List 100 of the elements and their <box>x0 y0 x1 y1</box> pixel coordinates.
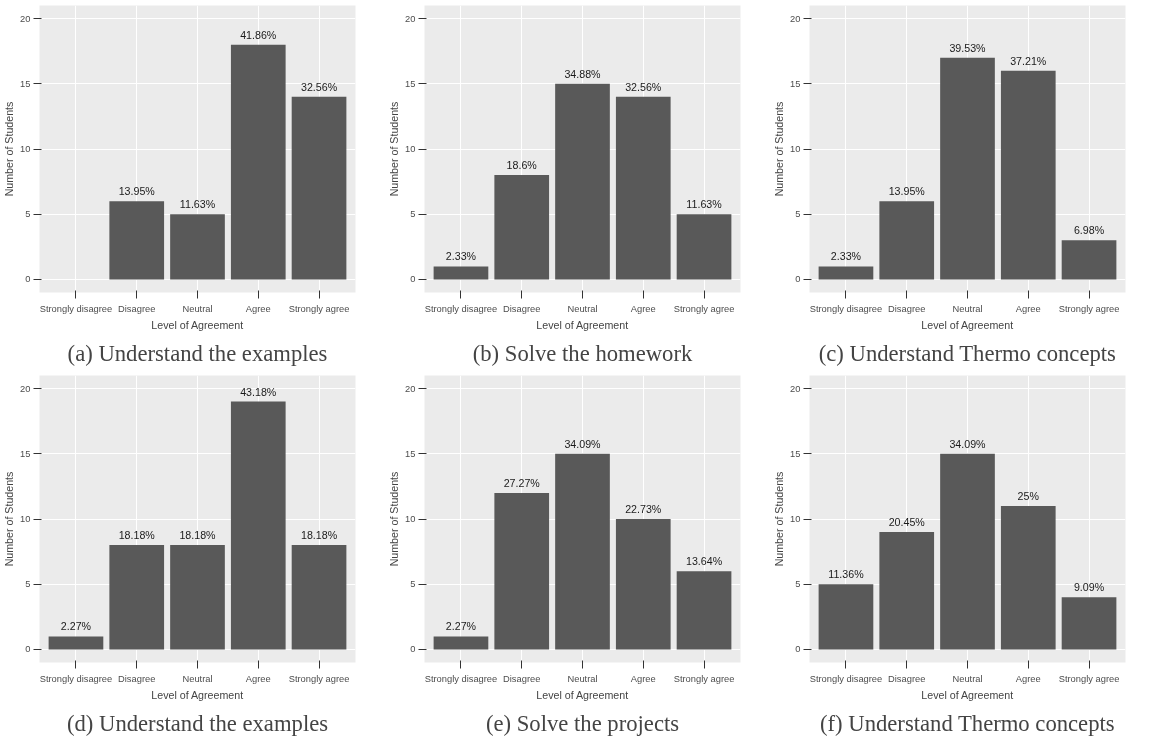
annotation: 2.27% <box>60 620 92 633</box>
annotation: 32.56% <box>300 80 338 93</box>
x-tick-label: Agree <box>630 673 656 684</box>
bar <box>555 83 610 280</box>
bar <box>1061 240 1117 280</box>
x-tick-label: Disagree <box>888 303 926 314</box>
x-tick-label: Disagree <box>888 673 926 684</box>
x-axis-title: Level of Agreement <box>536 688 629 701</box>
bar <box>109 201 165 280</box>
y-tick-label: 15 <box>405 448 416 459</box>
text: (a) Understand the examples <box>67 340 328 366</box>
y-tick-label: 15 <box>20 78 31 89</box>
bar <box>170 214 225 280</box>
y-tick-label: 5 <box>795 579 801 590</box>
annotation: 25% <box>1017 489 1040 502</box>
x-tick-label: Agree <box>1015 673 1041 684</box>
x-axis-title: Level of Agreement <box>921 688 1014 701</box>
x-tick-label: Strongly agree <box>673 673 735 684</box>
x-axis-title: Level of Agreement <box>151 318 244 331</box>
x-tick-label: Strongly agree <box>288 303 350 314</box>
x-tick-label: Strongly disagree <box>809 303 883 314</box>
y-axis-title: Number of Students <box>3 101 16 197</box>
annotation: 20.45% <box>888 516 926 529</box>
y-tick-label: 15 <box>405 78 416 89</box>
x-tick-label: Agree <box>630 303 656 314</box>
x-tick-label: Strongly disagree <box>424 673 498 684</box>
y-tick-label: 15 <box>790 448 801 459</box>
y-tick-label: 20 <box>790 383 801 394</box>
annotation: 2.27% <box>445 620 477 633</box>
y-tick-label: 10 <box>20 514 31 524</box>
annotation: 2.33% <box>445 250 477 263</box>
bar <box>291 545 347 650</box>
y-axis-title: Number of Students <box>3 471 16 567</box>
bar <box>48 636 104 650</box>
x-axis-title: Level of Agreement <box>151 688 244 701</box>
x-tick-label: Disagree <box>503 673 541 684</box>
y-tick-label: 5 <box>410 209 416 220</box>
bar <box>818 266 874 280</box>
y-tick-label: 5 <box>25 209 31 220</box>
x-tick-label: Strongly agree <box>288 673 350 684</box>
bar <box>940 453 995 650</box>
x-tick-label: Strongly agree <box>1058 303 1120 314</box>
y-tick-label: 5 <box>25 579 31 590</box>
y-tick-label: 20 <box>405 383 416 394</box>
annotation: 18.18% <box>118 529 156 542</box>
x-tick-label: Neutral <box>567 673 598 684</box>
y-tick-label: 0 <box>410 644 416 655</box>
y-tick-label: 5 <box>410 579 416 590</box>
bar <box>940 57 995 280</box>
x-tick-label: Strongly disagree <box>809 673 883 684</box>
y-tick-label: 0 <box>410 274 416 285</box>
bar <box>433 266 489 280</box>
text: (b) Solve the homework <box>472 340 693 366</box>
annotation: 9.09% <box>1073 581 1105 594</box>
annotation: 18.18% <box>300 529 338 542</box>
y-tick-label: 15 <box>790 78 801 89</box>
annotation: 32.56% <box>625 80 662 93</box>
bar <box>433 636 489 650</box>
y-axis-title: Number of Students <box>773 101 786 197</box>
annotation: 34.09% <box>949 437 987 450</box>
annotation: 43.18% <box>240 385 277 398</box>
x-tick-label: Strongly disagree <box>424 303 498 314</box>
bar <box>170 545 225 650</box>
annotation: 13.95% <box>118 185 156 198</box>
bar <box>555 453 610 650</box>
x-tick-label: Neutral <box>567 303 598 314</box>
x-tick-label: Agree <box>1015 303 1041 314</box>
y-tick-label: 10 <box>20 144 31 154</box>
bar <box>494 492 550 650</box>
annotation: 22.73% <box>625 503 662 515</box>
y-tick-label: 0 <box>25 274 31 285</box>
y-tick-label: 0 <box>795 274 801 285</box>
annotation: 34.88% <box>564 67 602 80</box>
x-tick-label: Strongly disagree <box>39 673 113 684</box>
annotation: 13.64% <box>685 555 723 568</box>
text: (d) Understand the examples <box>66 710 329 736</box>
x-tick-label: Disagree <box>503 303 541 314</box>
x-tick-label: Strongly agree <box>1058 673 1120 684</box>
y-tick-label: 0 <box>25 644 31 655</box>
x-tick-label: Agree <box>245 303 271 314</box>
y-tick-label: 20 <box>20 13 31 24</box>
x-tick-label: Neutral <box>182 303 213 314</box>
y-tick-label: 0 <box>795 644 801 655</box>
bar <box>291 96 347 280</box>
bar <box>1061 597 1117 650</box>
annotation: 11.63% <box>686 198 723 211</box>
y-axis-title: Number of Students <box>388 471 401 567</box>
bar <box>879 532 935 650</box>
y-tick-label: 20 <box>790 13 801 24</box>
x-tick-label: Neutral <box>952 673 983 684</box>
bar <box>676 214 732 280</box>
y-axis-title: Number of Students <box>773 471 786 567</box>
y-axis-title: Number of Students <box>388 101 401 197</box>
y-tick-label: 15 <box>20 448 31 459</box>
x-tick-label: Strongly agree <box>673 303 735 314</box>
y-tick-label: 10 <box>790 514 801 524</box>
bar <box>676 571 732 650</box>
x-tick-label: Disagree <box>118 303 156 314</box>
annotation: 37.21% <box>1010 54 1047 67</box>
bar <box>109 545 165 650</box>
